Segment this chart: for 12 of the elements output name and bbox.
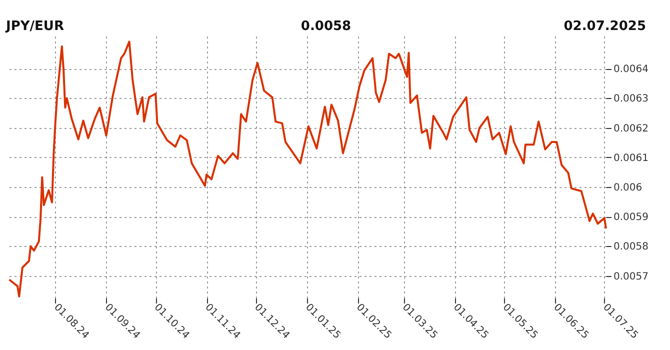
y-tick-label: 0.0061 <box>614 152 648 164</box>
y-tick-label: 0.0059 <box>614 212 648 224</box>
y-tick-label: 0.0057 <box>614 271 648 282</box>
y-tick-label: 0.0064 <box>614 64 648 76</box>
text: 02.07.2025 <box>564 19 646 34</box>
line-series <box>8 40 607 298</box>
y-tick-label: 0.0058 <box>614 242 648 253</box>
text: 0.0058 <box>300 19 352 34</box>
y-tick-label: 0.0063 <box>614 94 648 105</box>
y-tick-label: 0.0062 <box>614 123 648 134</box>
chart-title: JPY/EUR <box>5 19 64 34</box>
y-tick-label: 0.006 <box>614 182 642 194</box>
